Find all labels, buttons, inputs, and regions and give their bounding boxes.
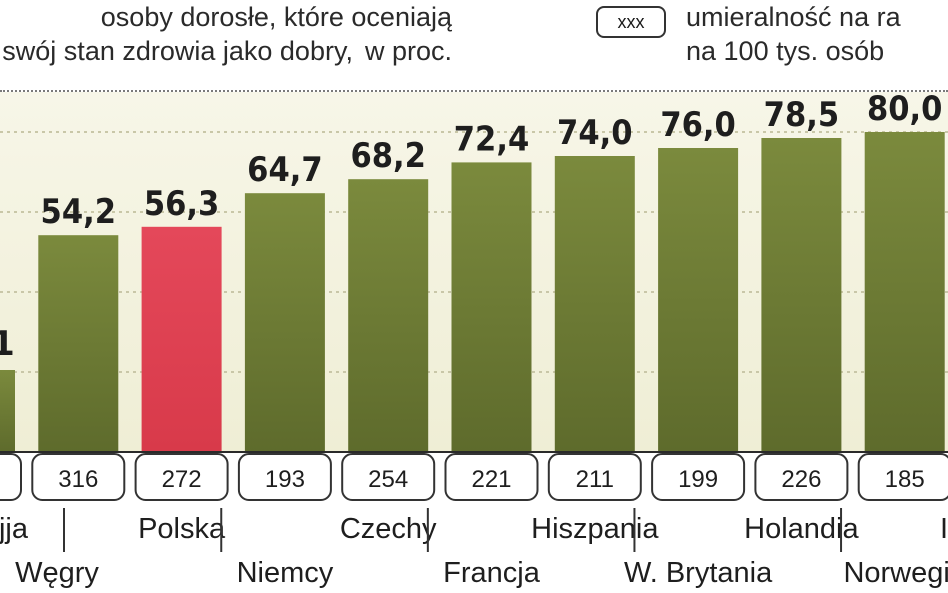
mortality-box — [341, 453, 436, 501]
mortality-box — [857, 453, 948, 501]
legend-mortality-description: umieralność na ra na 100 tys. osób — [686, 0, 901, 68]
legend-bar-unit: w proc. — [364, 36, 452, 66]
legend-mortality-line1: umieralność na ra — [686, 2, 901, 32]
legend: osoby dorosłe, które oceniają swój stan … — [0, 0, 948, 90]
bar — [348, 179, 429, 452]
value-label: 64,7 — [247, 150, 322, 190]
legend-bar-line2-text: swój stan zdrowia jako dobry, — [2, 36, 353, 66]
bar — [761, 138, 842, 452]
value-label: 56,3 — [144, 184, 219, 224]
mortality-value: 221 — [471, 466, 511, 493]
bar — [38, 235, 119, 452]
bar — [554, 156, 635, 452]
value-label: 68,2 — [350, 136, 425, 176]
legend-divider — [0, 90, 948, 92]
bar — [141, 226, 222, 452]
value-label: 76,0 — [660, 105, 735, 145]
bar — [658, 148, 739, 452]
mortality-box — [237, 453, 332, 501]
bar — [451, 162, 532, 452]
mortality-box — [31, 453, 126, 501]
category-label: I — [940, 513, 948, 545]
value-label: 1 — [0, 324, 15, 364]
category-label: Niemcy — [237, 557, 334, 589]
category-label: Holandia — [744, 513, 859, 545]
legend-bar-line2: swój stan zdrowia jako dobry, w proc. — [2, 34, 452, 68]
value-label: 74,0 — [557, 113, 632, 153]
mortality-value: 316 — [58, 466, 98, 493]
value-label: 80,0 — [867, 89, 942, 129]
legend-mortality-line2: na 100 tys. osób — [686, 36, 885, 66]
value-label: 54,2 — [41, 192, 116, 232]
mortality-value: 185 — [885, 466, 925, 493]
mortality-value: 199 — [678, 466, 718, 493]
category-label: Czechy — [340, 513, 437, 545]
category-label: jja — [0, 513, 29, 545]
mortality-value: 193 — [265, 466, 305, 493]
bar — [864, 132, 945, 452]
mortality-box — [444, 453, 539, 501]
mortality-box — [0, 453, 22, 501]
mortality-box — [651, 453, 746, 501]
legend-mortality-box: xxx — [596, 6, 666, 38]
category-label: Norwegia — [843, 557, 948, 589]
bar — [0, 370, 15, 452]
category-label: Hiszpania — [531, 513, 659, 545]
legend-bar-description: osoby dorosłe, które oceniają swój stan … — [2, 0, 452, 68]
value-label: 72,4 — [454, 119, 529, 159]
mortality-value: 254 — [368, 466, 408, 493]
category-label: W. Brytania — [624, 557, 773, 589]
category-label: Węgry — [15, 557, 99, 589]
mortality-value: 272 — [162, 466, 202, 493]
category-label: Francja — [443, 557, 541, 589]
mortality-box — [547, 453, 642, 501]
mortality-value: 211 — [576, 466, 614, 493]
value-label: 78,5 — [764, 95, 839, 135]
mortality-box — [134, 453, 229, 501]
bar — [244, 193, 325, 452]
mortality-box — [754, 453, 849, 501]
category-label: Polska — [138, 513, 226, 545]
mortality-value: 226 — [781, 466, 821, 493]
legend-bar-line1: osoby dorosłe, które oceniają — [100, 2, 452, 32]
